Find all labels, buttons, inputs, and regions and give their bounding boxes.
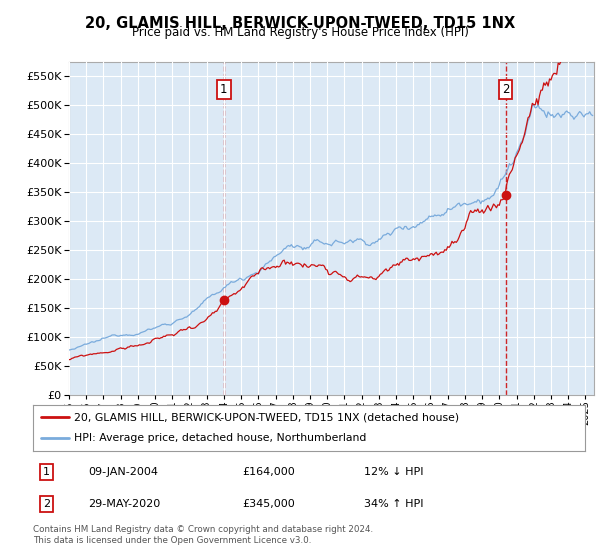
Text: 2: 2 xyxy=(502,83,509,96)
Text: 20, GLAMIS HILL, BERWICK-UPON-TWEED, TD15 1NX: 20, GLAMIS HILL, BERWICK-UPON-TWEED, TD1… xyxy=(85,16,515,31)
Text: 34% ↑ HPI: 34% ↑ HPI xyxy=(364,499,424,509)
Text: £345,000: £345,000 xyxy=(243,499,296,509)
Text: 12% ↓ HPI: 12% ↓ HPI xyxy=(364,467,424,477)
Text: Price paid vs. HM Land Registry's House Price Index (HPI): Price paid vs. HM Land Registry's House … xyxy=(131,26,469,39)
Text: 1: 1 xyxy=(43,467,50,477)
Text: 09-JAN-2004: 09-JAN-2004 xyxy=(88,467,158,477)
Text: 2: 2 xyxy=(43,499,50,509)
Text: Contains HM Land Registry data © Crown copyright and database right 2024.
This d: Contains HM Land Registry data © Crown c… xyxy=(33,525,373,545)
Text: HPI: Average price, detached house, Northumberland: HPI: Average price, detached house, Nort… xyxy=(74,433,367,444)
Text: 1: 1 xyxy=(220,83,227,96)
Text: £164,000: £164,000 xyxy=(243,467,296,477)
Text: 20, GLAMIS HILL, BERWICK-UPON-TWEED, TD15 1NX (detached house): 20, GLAMIS HILL, BERWICK-UPON-TWEED, TD1… xyxy=(74,412,460,422)
Text: 29-MAY-2020: 29-MAY-2020 xyxy=(88,499,160,509)
